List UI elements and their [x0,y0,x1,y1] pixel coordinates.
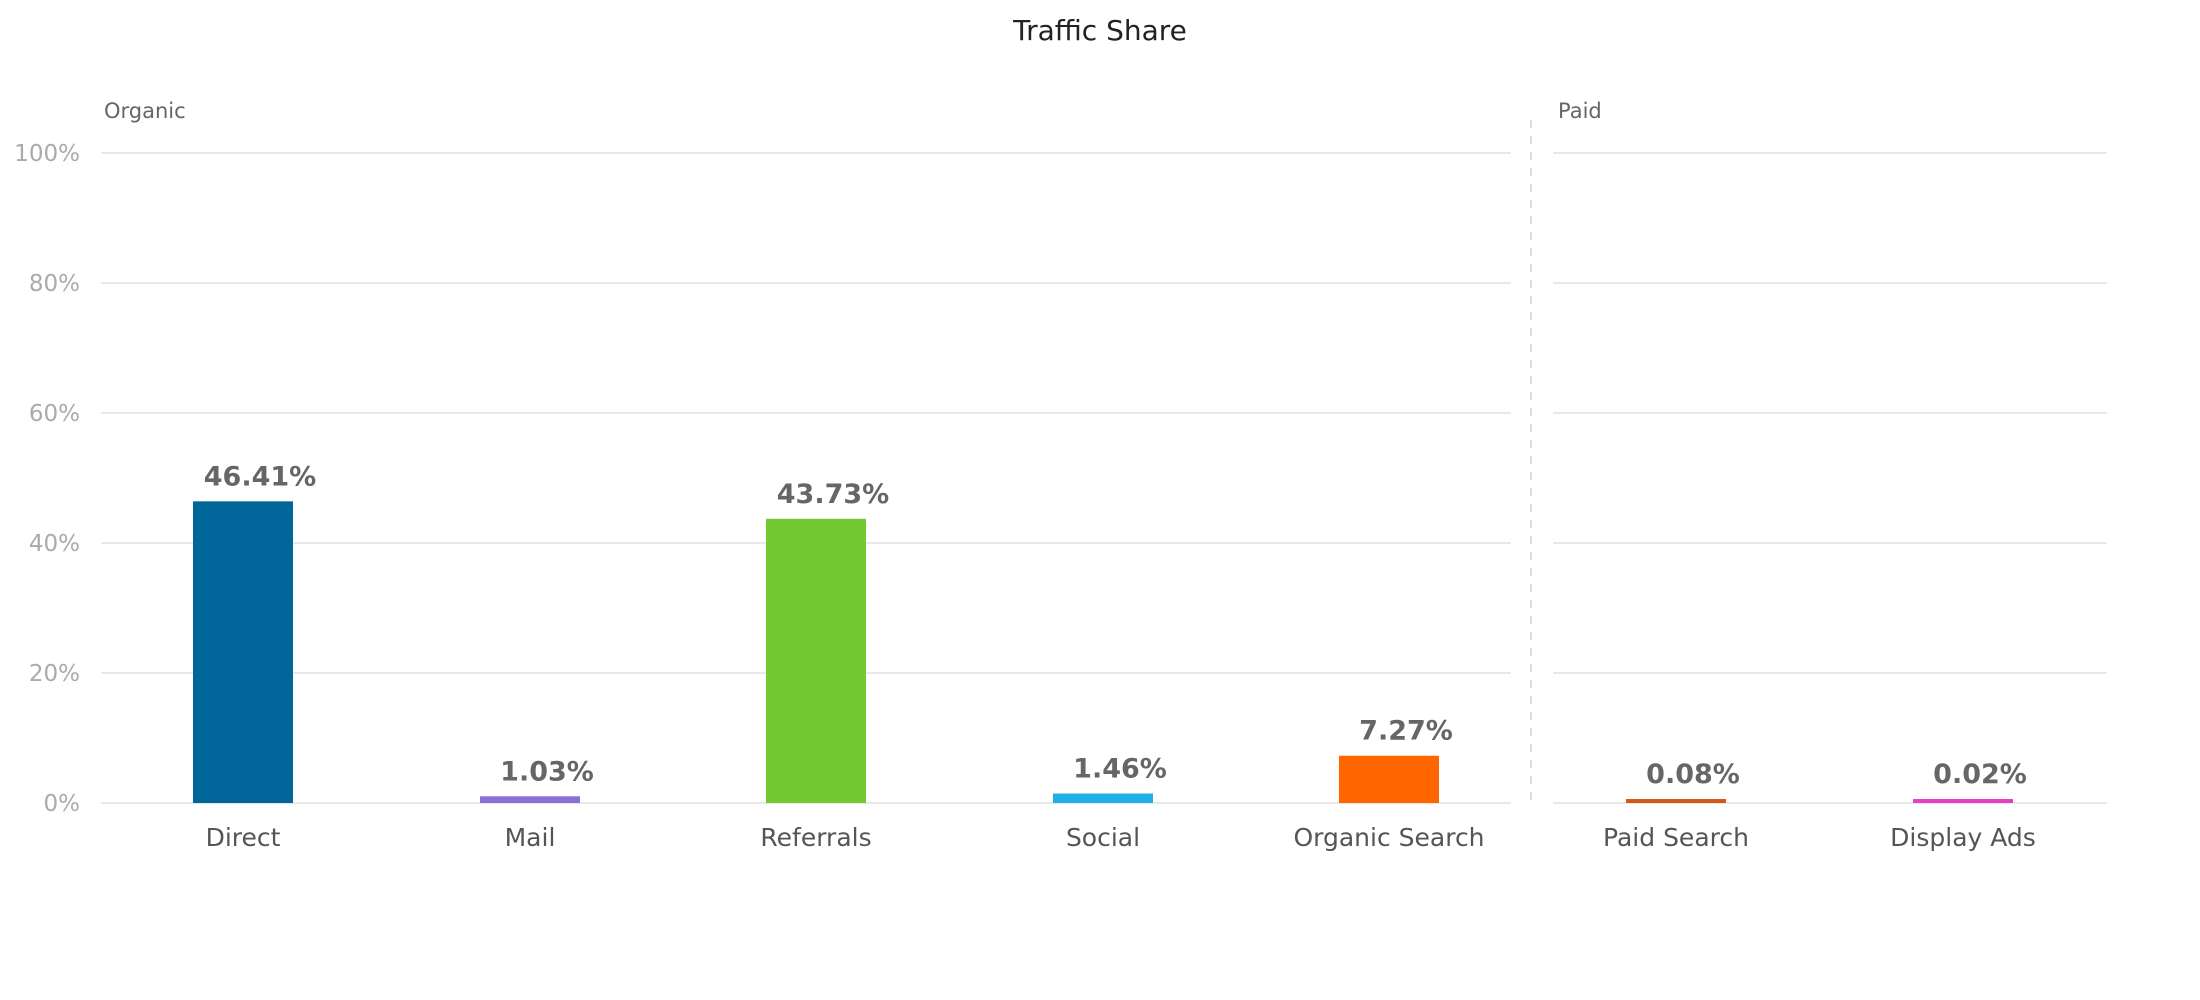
x-tick-label: Mail [505,823,556,852]
y-tick-label: 100% [14,141,80,167]
bar-mail[interactable] [480,796,580,803]
y-tick-label: 20% [29,661,80,687]
x-axis-ticks: Direct Mail Referrals Social Organic Search P… [206,823,2036,852]
y-axis-ticks: 0% 20% 40% 60% 80% 100% [14,141,80,817]
y-tick-label: 40% [29,531,80,557]
bar-referrals[interactable] [766,518,866,803]
x-tick-label: Social [1066,823,1140,852]
bar-direct[interactable] [193,501,293,803]
x-tick-label: Direct [206,823,281,852]
x-tick-label: Referrals [760,823,871,852]
y-tick-label: 0% [44,791,81,817]
y-tick-label: 60% [29,401,80,427]
bar-social[interactable] [1053,793,1153,803]
x-tick-label: Organic Search [1293,823,1484,852]
x-tick-label: Display Ads [1890,823,2036,852]
group-label-paid: Paid [1558,99,1602,123]
bar-paid-search[interactable] [1626,799,1726,803]
chart-title: Traffic Share [1012,14,1187,47]
bar-display-ads[interactable] [1913,799,2013,803]
y-tick-label: 80% [29,271,80,297]
data-label: 1.46% [1073,754,1167,785]
bar-organic-search[interactable] [1339,755,1439,803]
data-label: 1.03% [500,756,594,787]
data-labels: 46.41% 1.03% 43.73% 1.46% 7.27% 0.08% 0.02% [204,461,2027,790]
data-label: 0.08% [1646,759,1740,790]
gridlines [101,152,2107,804]
data-label: 0.02% [1933,759,2027,790]
group-label-organic: Organic [104,99,186,123]
x-tick-label: Paid Search [1603,823,1749,852]
data-label: 7.27% [1359,716,1453,747]
bars [193,501,2013,803]
data-label: 46.41% [204,461,316,492]
data-label: 43.73% [777,479,889,510]
